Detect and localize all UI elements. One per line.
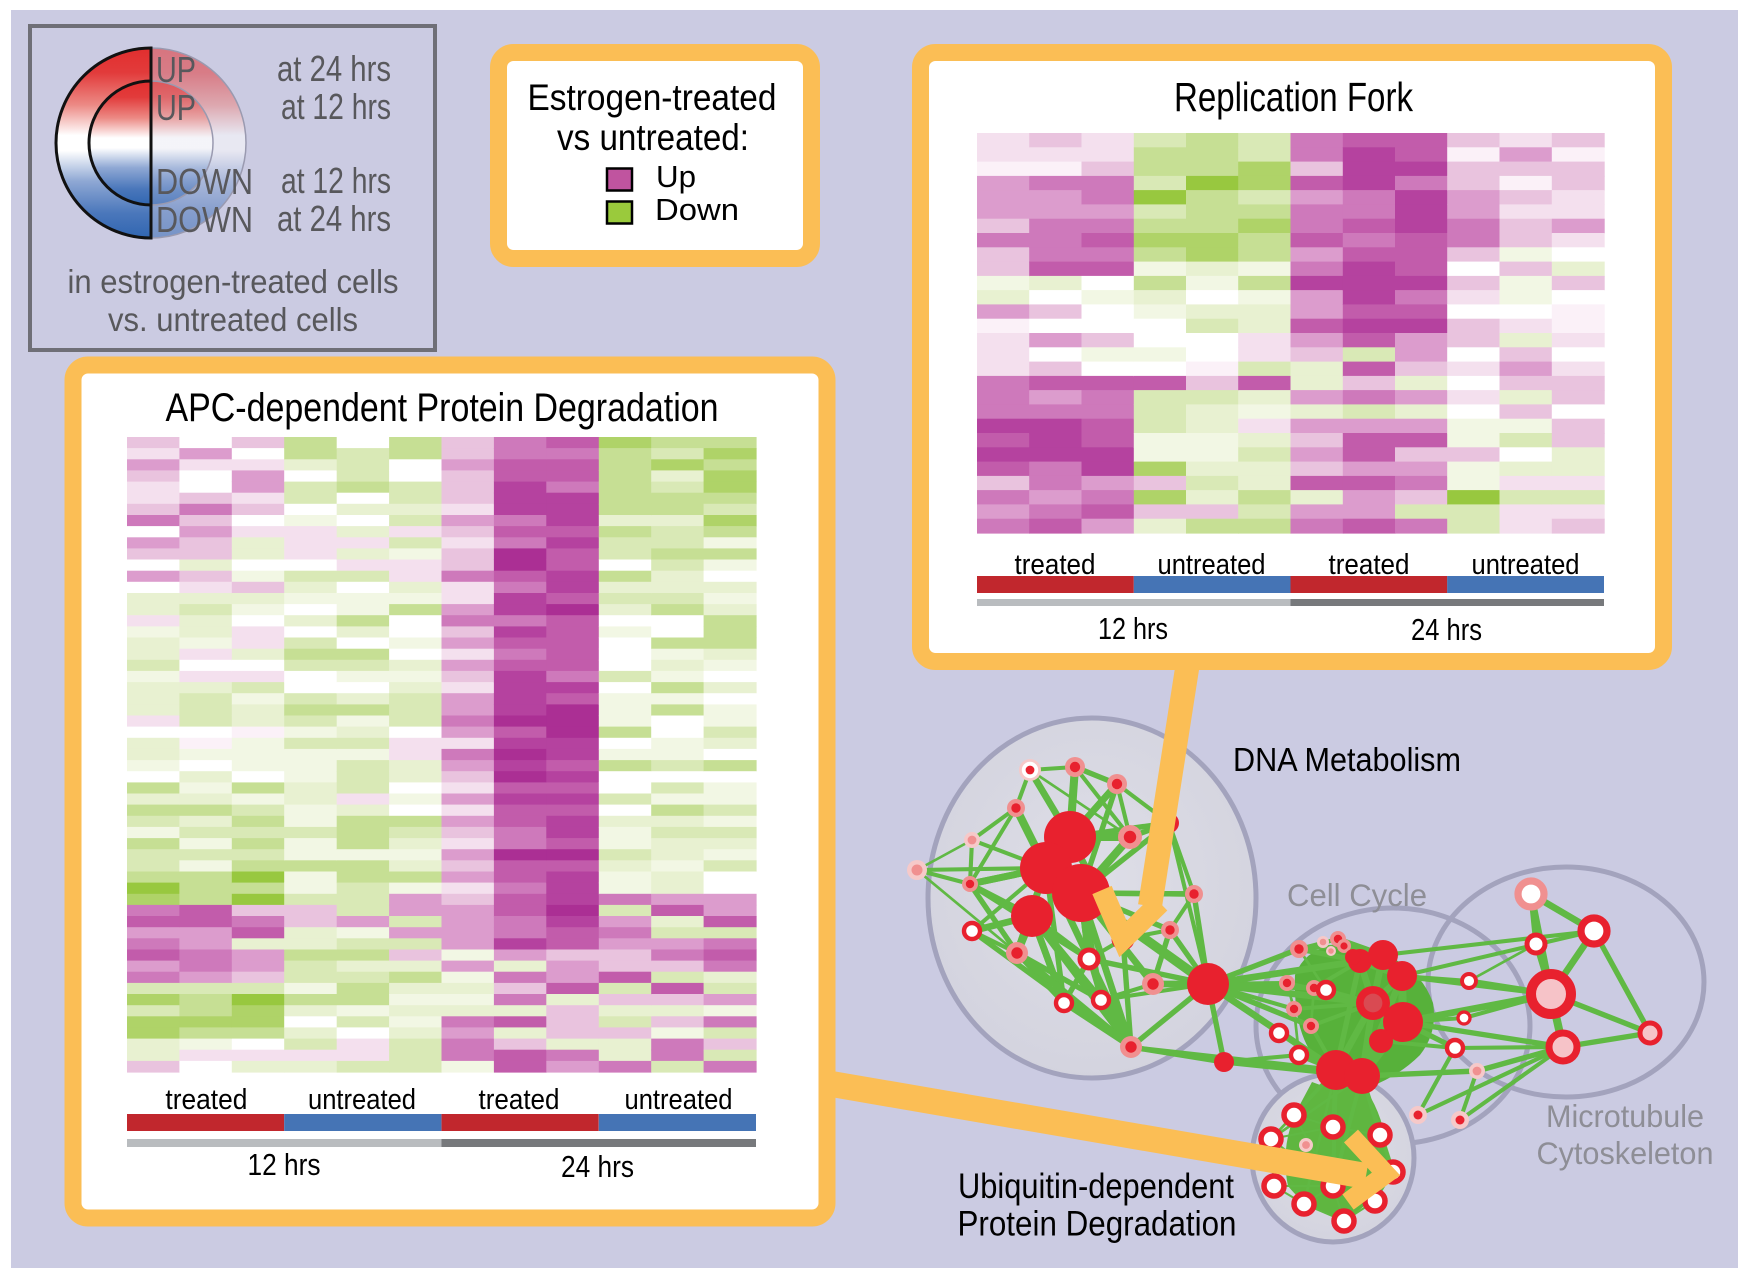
svg-text:DNA Metabolism: DNA Metabolism	[1233, 741, 1461, 778]
svg-text:APC-dependent Protein Degradat: APC-dependent Protein Degradation	[166, 386, 719, 430]
svg-text:treated: treated	[479, 1084, 560, 1116]
svg-text:UP: UP	[156, 87, 196, 128]
svg-text:12 hrs: 12 hrs	[248, 1147, 321, 1182]
svg-text:Down: Down	[655, 192, 739, 227]
svg-text:DOWN: DOWN	[156, 199, 253, 240]
svg-text:24 hrs: 24 hrs	[1411, 612, 1482, 647]
svg-text:Cytoskeleton: Cytoskeleton	[1537, 1135, 1714, 1171]
svg-text:at 12 hrs: at 12 hrs	[281, 160, 391, 201]
svg-text:Estrogen-treated: Estrogen-treated	[528, 77, 777, 118]
svg-text:in estrogen-treated cells: in estrogen-treated cells	[68, 263, 399, 300]
svg-text:Up: Up	[656, 159, 696, 194]
svg-text:12 hrs: 12 hrs	[1098, 611, 1168, 646]
svg-text:Protein Degradation: Protein Degradation	[958, 1205, 1237, 1244]
svg-text:Cell Cycle: Cell Cycle	[1287, 877, 1427, 913]
svg-text:treated: treated	[1329, 549, 1410, 581]
svg-text:Ubiquitin-dependent: Ubiquitin-dependent	[958, 1167, 1234, 1206]
svg-text:UP: UP	[156, 49, 196, 90]
svg-text:treated: treated	[1015, 549, 1096, 581]
svg-text:at 24 hrs: at 24 hrs	[277, 198, 391, 239]
svg-text:vs. untreated cells: vs. untreated cells	[108, 301, 358, 338]
svg-text:untreated: untreated	[625, 1084, 733, 1116]
svg-text:untreated: untreated	[1472, 549, 1580, 581]
svg-text:treated: treated	[165, 1084, 247, 1116]
svg-text:Microtubule: Microtubule	[1546, 1098, 1704, 1134]
svg-text:24 hrs: 24 hrs	[561, 1149, 634, 1184]
svg-text:at 24 hrs: at 24 hrs	[277, 48, 391, 89]
svg-text:untreated: untreated	[1158, 549, 1266, 581]
svg-text:DOWN: DOWN	[156, 161, 253, 202]
svg-text:at 12 hrs: at 12 hrs	[281, 86, 391, 127]
svg-text:Replication Fork: Replication Fork	[1174, 74, 1413, 120]
svg-text:untreated: untreated	[308, 1084, 416, 1116]
svg-text:vs untreated:: vs untreated:	[557, 117, 749, 158]
